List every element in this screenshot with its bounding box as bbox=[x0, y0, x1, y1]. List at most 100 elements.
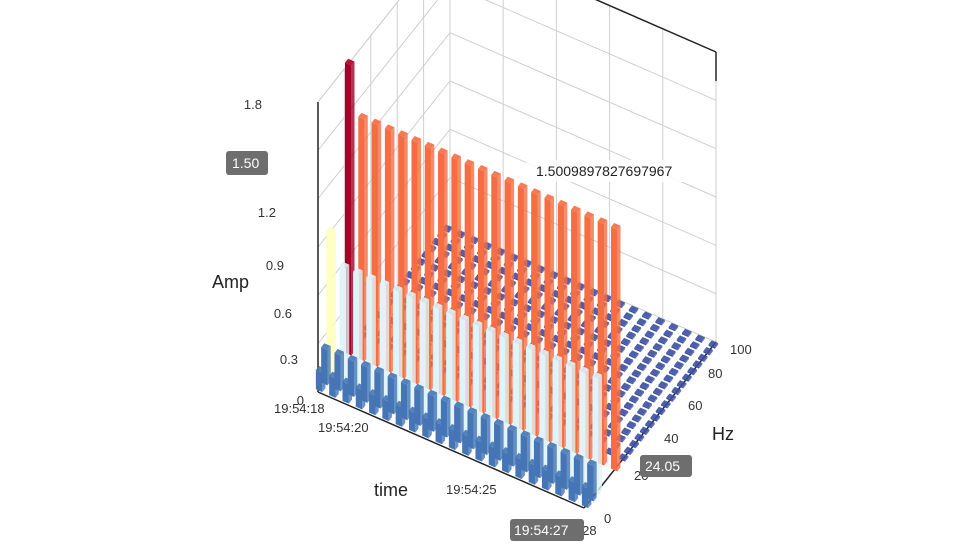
bar-top bbox=[655, 406, 666, 414]
bar-side bbox=[645, 339, 650, 346]
bar-top bbox=[339, 261, 350, 269]
bar-top bbox=[326, 227, 336, 234]
bar-side bbox=[629, 314, 634, 321]
bar bbox=[462, 433, 469, 456]
bar-top bbox=[652, 342, 663, 350]
bar-top bbox=[618, 363, 628, 371]
bar-side bbox=[701, 337, 705, 343]
bar bbox=[621, 386, 628, 392]
bar bbox=[650, 417, 657, 422]
bar-top bbox=[666, 348, 676, 356]
bar bbox=[629, 399, 636, 404]
bar-side bbox=[488, 244, 493, 251]
amp-tick-label: 1.2 bbox=[258, 205, 276, 220]
bar-side bbox=[659, 390, 663, 397]
bar-top bbox=[512, 337, 523, 344]
bar-side bbox=[348, 380, 353, 404]
bar-side bbox=[621, 302, 626, 309]
bar-side bbox=[651, 422, 655, 429]
bar-top bbox=[655, 317, 665, 324]
bar-side bbox=[502, 250, 506, 256]
bar-side bbox=[661, 319, 665, 326]
bar-side bbox=[624, 366, 628, 372]
bar-top bbox=[658, 336, 668, 343]
amp-gridline bbox=[595, 0, 717, 53]
bar bbox=[658, 384, 665, 390]
bar-side bbox=[635, 353, 639, 359]
bar-side bbox=[648, 314, 652, 320]
bar bbox=[624, 450, 631, 455]
bar-side bbox=[415, 409, 419, 433]
bar bbox=[692, 364, 700, 369]
bar-side bbox=[683, 382, 687, 389]
bar-top bbox=[520, 430, 531, 437]
bar bbox=[652, 346, 660, 352]
bar-side bbox=[521, 455, 525, 480]
bar-side bbox=[699, 363, 703, 369]
bar bbox=[666, 352, 673, 358]
bar-side bbox=[558, 357, 563, 478]
bar bbox=[626, 424, 634, 430]
bar-side bbox=[588, 484, 592, 509]
bar-side bbox=[519, 340, 523, 460]
bar-side bbox=[412, 293, 416, 414]
bar bbox=[682, 377, 689, 382]
bar bbox=[369, 393, 376, 416]
bar-top bbox=[645, 420, 655, 427]
bar-top bbox=[494, 418, 504, 426]
bar-side bbox=[656, 326, 660, 333]
bar bbox=[634, 347, 641, 353]
bar-top bbox=[448, 423, 459, 431]
bar-side bbox=[632, 378, 636, 385]
bar-top bbox=[629, 439, 639, 447]
bar-side bbox=[375, 391, 379, 416]
bar-top bbox=[628, 350, 639, 358]
bar-side bbox=[688, 376, 692, 382]
bar bbox=[448, 427, 456, 451]
hover-spike-label-amp: 1.50 bbox=[226, 151, 268, 175]
bar-side bbox=[399, 287, 403, 408]
bar-top bbox=[645, 375, 655, 382]
bar-top bbox=[639, 337, 650, 344]
bar bbox=[681, 332, 689, 338]
bar-top bbox=[650, 323, 660, 331]
bar-side bbox=[627, 385, 631, 392]
bar-side bbox=[625, 411, 629, 417]
bar-top bbox=[631, 369, 642, 377]
bar-top bbox=[671, 386, 682, 394]
bar-side bbox=[677, 344, 681, 351]
bar-side bbox=[637, 327, 642, 333]
bar-top bbox=[374, 366, 384, 374]
bar-side bbox=[672, 396, 676, 402]
bar-side bbox=[669, 332, 673, 338]
bar-top bbox=[552, 354, 563, 362]
time-tick-label: 19:54:20 bbox=[318, 420, 369, 435]
amp-gridline bbox=[317, 32, 451, 199]
bar bbox=[676, 384, 684, 389]
time-tick-label: 19:54:25 bbox=[446, 482, 497, 497]
amp-gridline bbox=[449, 177, 717, 295]
bar bbox=[626, 380, 633, 385]
bar-side bbox=[643, 365, 647, 372]
bar-top bbox=[531, 188, 541, 195]
bar bbox=[628, 354, 636, 359]
bar-top bbox=[624, 446, 634, 454]
bar-top bbox=[618, 408, 629, 416]
bar-top bbox=[647, 394, 658, 402]
bar-top bbox=[626, 331, 636, 339]
amp-tick-label: 1.8 bbox=[244, 97, 262, 112]
bar-side bbox=[654, 397, 658, 403]
bar-top bbox=[414, 383, 424, 391]
bar-side bbox=[659, 345, 663, 352]
bar bbox=[687, 370, 694, 376]
bar-side bbox=[678, 389, 682, 396]
bar-side bbox=[359, 270, 363, 391]
bar bbox=[408, 410, 416, 433]
bar bbox=[645, 379, 652, 384]
bar-top bbox=[371, 118, 382, 126]
bar bbox=[568, 480, 575, 503]
bar-side bbox=[593, 461, 597, 502]
bar bbox=[395, 404, 403, 427]
bar-top bbox=[451, 153, 461, 161]
bar-side bbox=[648, 358, 652, 365]
